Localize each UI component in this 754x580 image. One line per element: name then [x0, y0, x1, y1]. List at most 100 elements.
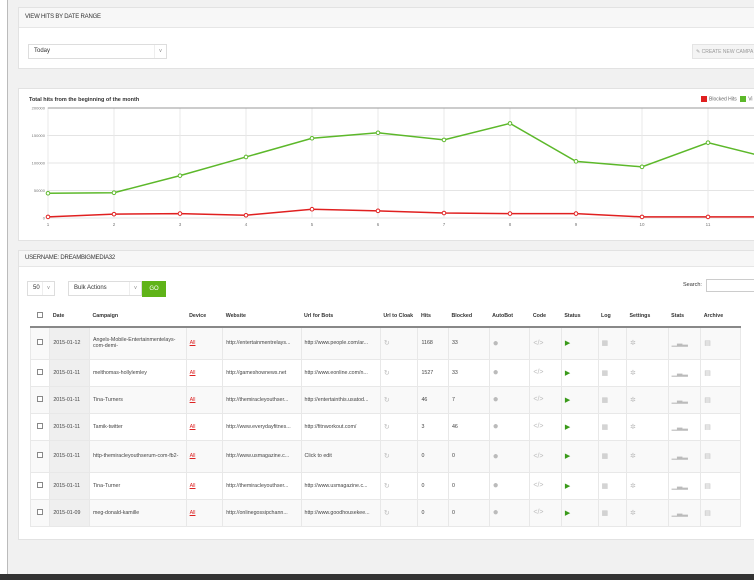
android-icon[interactable]: ●: [488, 412, 531, 441]
play-icon[interactable]: ▶: [560, 498, 599, 527]
row-checkbox[interactable]: [29, 439, 51, 473]
code-icon[interactable]: </>: [529, 471, 562, 500]
bar-chart-icon[interactable]: ▁▃▂: [667, 385, 702, 414]
campaign-cell[interactable]: Angels-Mobile-Entertainmentelays-com-dem…: [88, 326, 187, 360]
search-input[interactable]: [706, 279, 754, 292]
play-icon[interactable]: ▶: [560, 439, 599, 473]
row-checkbox[interactable]: [29, 358, 51, 387]
archive-icon[interactable]: ▤: [700, 358, 741, 387]
android-icon[interactable]: ●: [488, 326, 531, 360]
campaign-cell[interactable]: melthomas-hollylemley: [88, 358, 187, 387]
refresh-icon[interactable]: ↻: [379, 439, 419, 473]
code-icon[interactable]: </>: [529, 412, 562, 441]
bar-chart-icon[interactable]: ▁▃▂: [667, 358, 702, 387]
refresh-icon[interactable]: ↻: [379, 498, 419, 527]
column-header[interactable]: Status: [561, 305, 598, 328]
archive-icon[interactable]: ▤: [700, 385, 741, 414]
play-icon[interactable]: ▶: [560, 412, 599, 441]
android-icon[interactable]: ●: [488, 358, 531, 387]
device-link[interactable]: All: [185, 439, 224, 473]
gear-icon[interactable]: ✲: [625, 412, 669, 441]
column-header[interactable]: AutoBot: [489, 305, 530, 328]
android-icon[interactable]: ●: [488, 385, 531, 414]
log-icon[interactable]: ▦: [597, 385, 627, 414]
log-icon[interactable]: ▦: [597, 498, 627, 527]
url-for-bots-cell[interactable]: http://entertainthis.usatod...: [300, 385, 381, 414]
code-icon[interactable]: </>: [529, 498, 562, 527]
device-value[interactable]: All: [189, 369, 196, 376]
campaign-cell[interactable]: Tina-Turners: [88, 385, 187, 414]
device-link[interactable]: All: [185, 385, 224, 414]
column-header[interactable]: Archive: [700, 305, 741, 328]
create-campaign-button[interactable]: ✎ CREATE NEW CAMPA: [692, 44, 754, 59]
device-value[interactable]: All: [189, 482, 196, 489]
campaign-cell[interactable]: Tamik-twitter: [88, 412, 187, 441]
archive-icon[interactable]: ▤: [700, 326, 741, 360]
log-icon[interactable]: ▦: [597, 326, 627, 360]
column-header[interactable]: Url for Bots: [301, 305, 381, 328]
column-header[interactable]: Blocked: [448, 305, 490, 328]
gear-icon[interactable]: ✲: [625, 326, 669, 360]
code-icon[interactable]: </>: [529, 385, 562, 414]
refresh-icon[interactable]: ↻: [379, 412, 419, 441]
date-range-select[interactable]: Today v: [28, 44, 167, 59]
device-link[interactable]: All: [185, 498, 224, 527]
archive-icon[interactable]: ▤: [700, 412, 741, 441]
column-header[interactable]: Settings: [626, 305, 669, 328]
column-header[interactable]: Log: [598, 305, 627, 328]
url-for-bots-cell[interactable]: Click to edit: [300, 439, 381, 473]
archive-icon[interactable]: ▤: [700, 439, 741, 473]
bar-chart-icon[interactable]: ▁▃▂: [667, 326, 702, 360]
log-icon[interactable]: ▦: [597, 471, 627, 500]
device-value[interactable]: All: [189, 396, 196, 403]
play-icon[interactable]: ▶: [560, 385, 599, 414]
campaign-cell[interactable]: meg-donald-kamille: [88, 498, 187, 527]
code-icon[interactable]: </>: [529, 326, 562, 360]
url-for-bots-cell[interactable]: http://fitnworkout.com/: [300, 412, 381, 441]
play-icon[interactable]: ▶: [560, 471, 599, 500]
column-header[interactable]: Url to Cloak: [380, 305, 418, 328]
gear-icon[interactable]: ✲: [625, 498, 669, 527]
url-for-bots-cell[interactable]: http://www.usmagazine.c...: [300, 471, 381, 500]
archive-icon[interactable]: ▤: [700, 498, 741, 527]
device-value[interactable]: All: [189, 453, 196, 459]
device-value[interactable]: All: [189, 423, 196, 430]
gear-icon[interactable]: ✲: [625, 471, 669, 500]
device-value[interactable]: All: [189, 509, 196, 516]
url-for-bots-cell[interactable]: http://www.people.com/ar...: [300, 326, 381, 360]
bar-chart-icon[interactable]: ▁▃▂: [667, 498, 702, 527]
bar-chart-icon[interactable]: ▁▃▂: [667, 439, 702, 473]
url-for-bots-cell[interactable]: http://www.goodhousekee...: [300, 498, 381, 527]
archive-icon[interactable]: ▤: [700, 471, 741, 500]
row-checkbox[interactable]: [29, 498, 51, 527]
column-header[interactable]: Code: [529, 305, 562, 328]
refresh-icon[interactable]: ↻: [379, 326, 419, 360]
android-icon[interactable]: ●: [488, 439, 531, 473]
gear-icon[interactable]: ✲: [625, 358, 669, 387]
code-icon[interactable]: </>: [529, 439, 562, 473]
device-link[interactable]: All: [185, 326, 224, 360]
play-icon[interactable]: ▶: [560, 358, 599, 387]
code-icon[interactable]: </>: [529, 358, 562, 387]
refresh-icon[interactable]: ↻: [379, 385, 419, 414]
android-icon[interactable]: ●: [488, 498, 531, 527]
refresh-icon[interactable]: ↻: [379, 358, 419, 387]
campaign-cell[interactable]: http-themiracleyouthserum-com-fb2-: [88, 439, 187, 473]
column-header[interactable]: Stats: [668, 305, 701, 328]
device-link[interactable]: All: [185, 471, 224, 500]
device-value[interactable]: All: [189, 340, 196, 347]
column-header[interactable]: Device: [186, 305, 223, 328]
url-for-bots-cell[interactable]: http://www.eonline.com/n...: [300, 358, 381, 387]
android-icon[interactable]: ●: [488, 471, 531, 500]
row-checkbox[interactable]: [29, 326, 51, 360]
log-icon[interactable]: ▦: [597, 358, 627, 387]
device-link[interactable]: All: [185, 358, 224, 387]
bar-chart-icon[interactable]: ▁▃▂: [667, 412, 702, 441]
bar-chart-icon[interactable]: ▁▃▂: [667, 471, 702, 500]
bulk-actions-select[interactable]: Bulk Actions v: [68, 281, 142, 296]
log-icon[interactable]: ▦: [597, 412, 627, 441]
log-icon[interactable]: ▦: [597, 439, 627, 473]
row-checkbox[interactable]: [29, 471, 51, 500]
device-link[interactable]: All: [185, 412, 224, 441]
gear-icon[interactable]: ✲: [625, 385, 669, 414]
